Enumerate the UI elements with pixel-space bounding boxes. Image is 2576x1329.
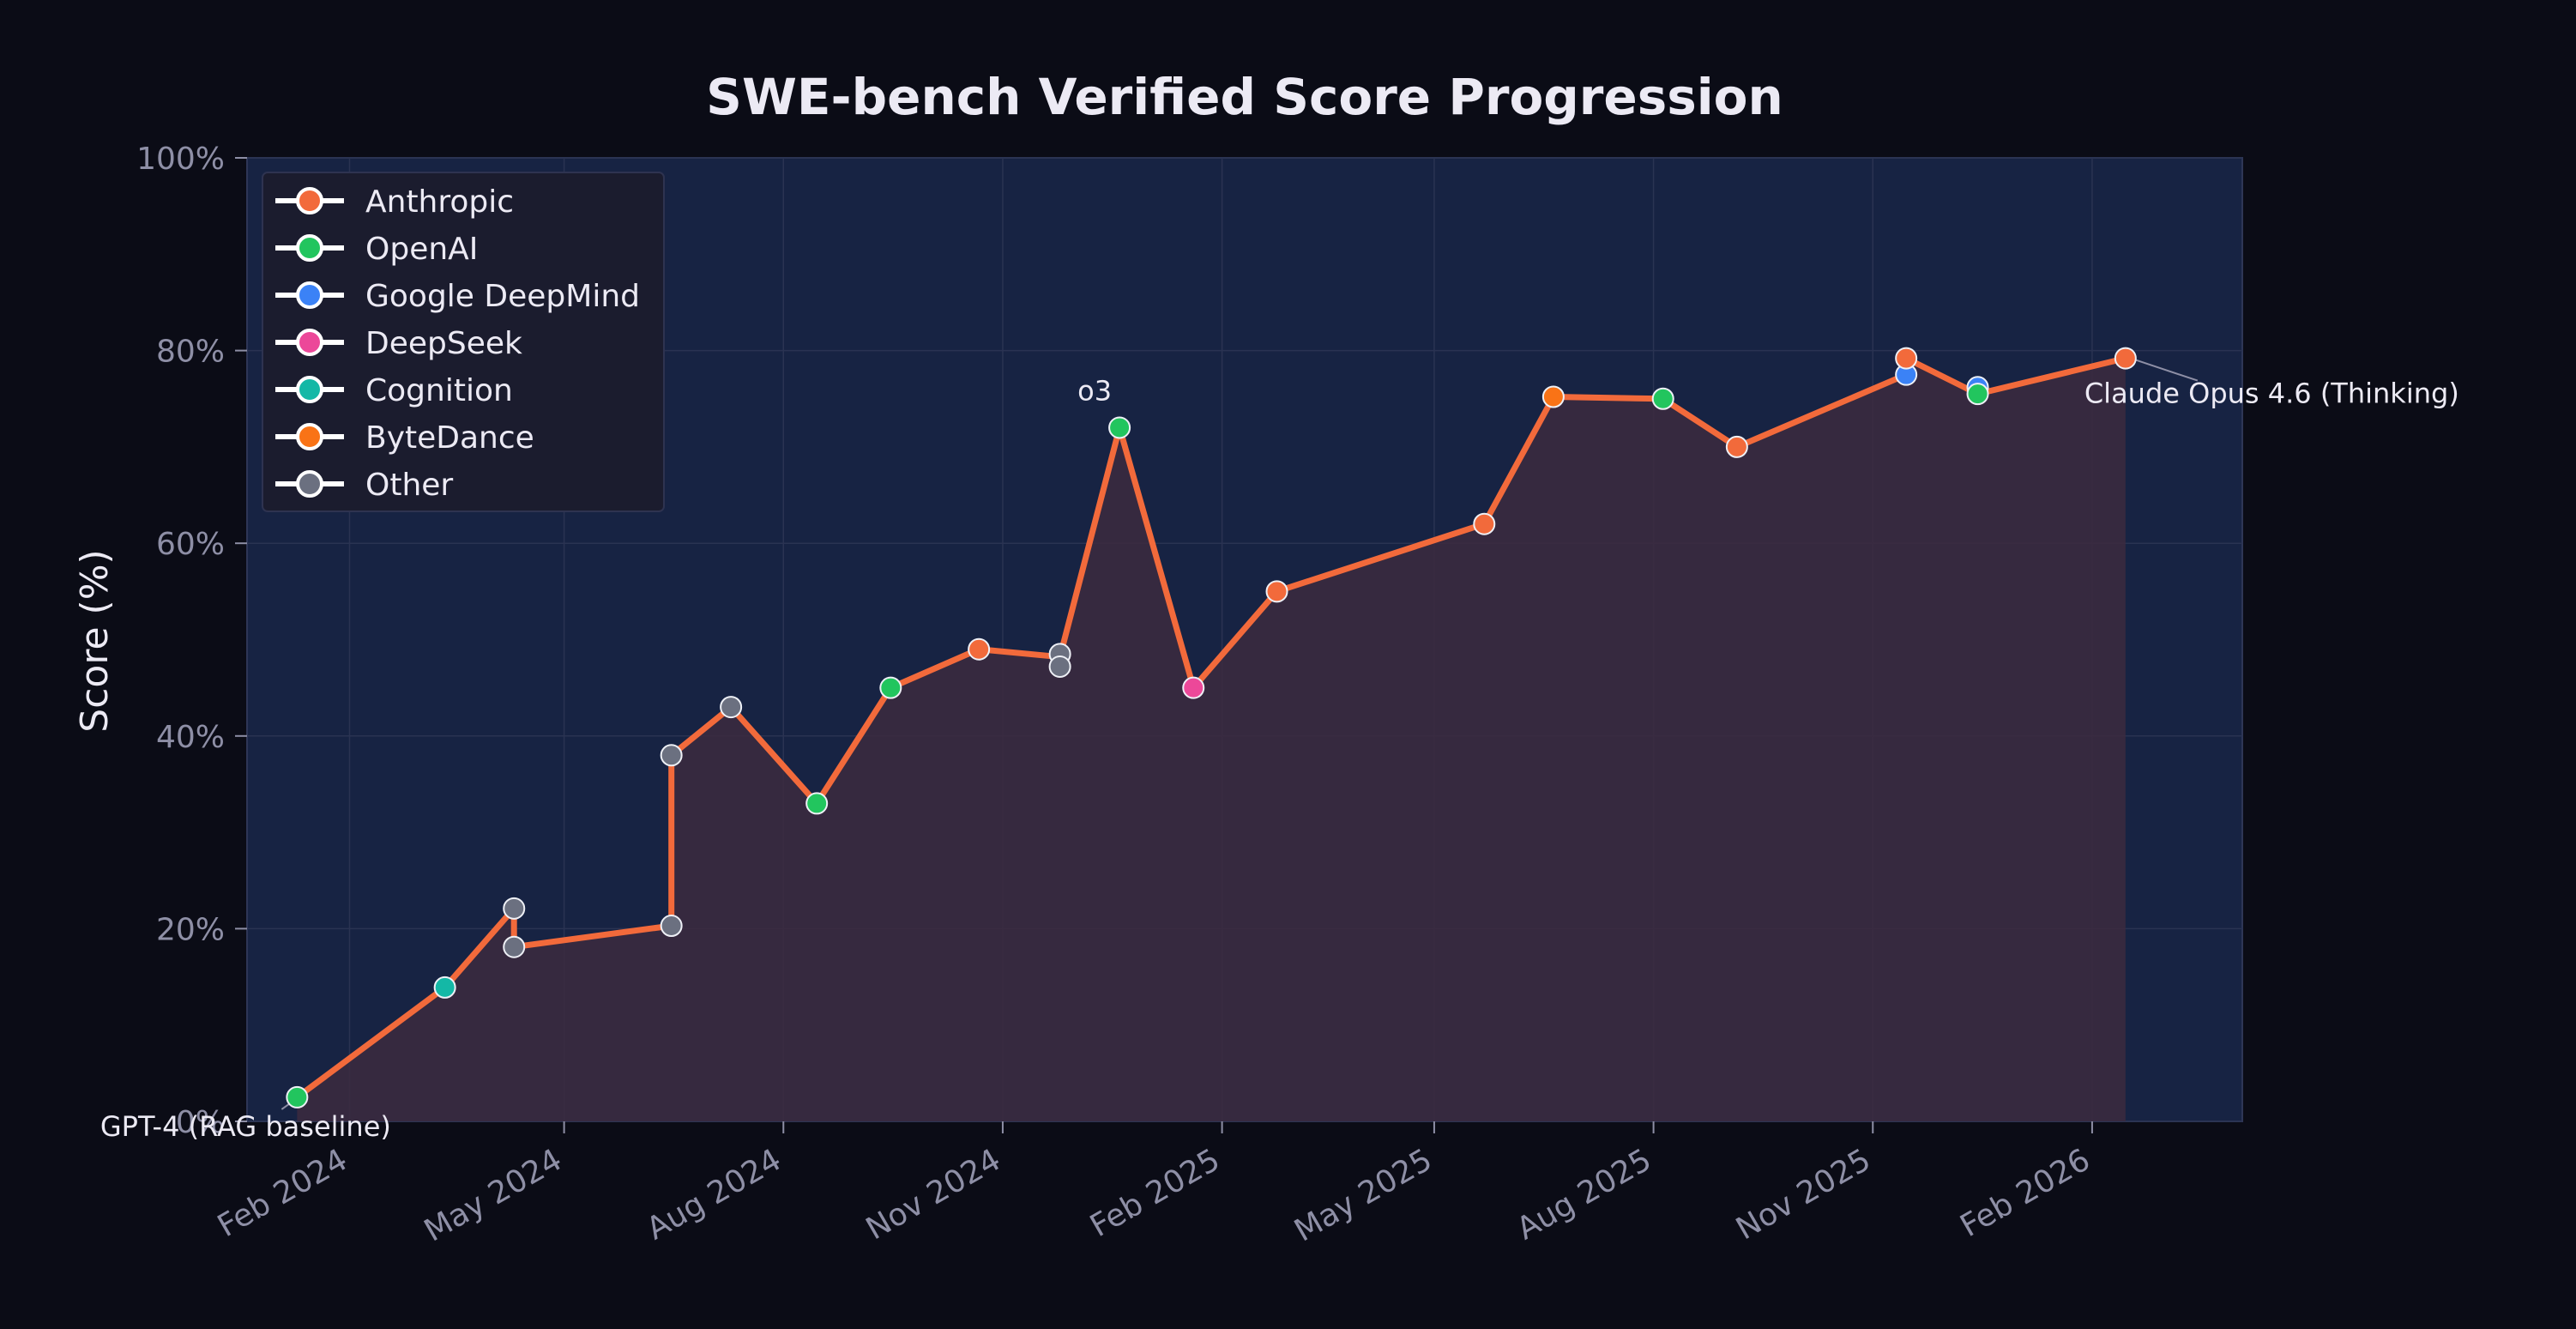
legend: Anthropic OpenAI Google DeepMind DeepSeek Co… [262,172,665,512]
data-point [805,792,829,815]
data-point [1048,655,1071,678]
data-point [2114,347,2137,370]
annotation-o3: o3 [1077,374,1112,407]
annotation-claude-opus: Claude Opus 4.6 (Thinking) [2084,378,2459,410]
data-point [1265,580,1288,603]
legend-label: Anthropic [365,184,514,220]
legend-marker [296,423,323,450]
y-tick-label: 40% [156,720,225,755]
annotation-leader [2135,359,2199,382]
y-axis-label: Score (%) [73,549,117,732]
data-point [1473,512,1496,535]
y-tick-label: 80% [156,335,225,370]
annotation-gpt4-baseline: GPT-4 (RAG baseline) [100,1110,391,1143]
frontier-line [295,355,2127,1100]
data-point [503,935,526,958]
data-point [1541,385,1565,408]
legend-marker [296,281,323,309]
legend-marker [296,187,323,214]
data-point [433,976,456,999]
data-points [286,347,2137,1109]
y-tick-label: 0% [176,1105,225,1140]
data-point [1725,435,1748,458]
data-point [1895,347,1918,370]
data-point [968,637,991,661]
frontier-area-fill [297,358,2126,1122]
data-point [660,744,683,767]
legend-label: Google DeepMind [365,279,640,314]
data-point [503,897,526,920]
legend-marker [296,329,323,356]
data-point [1651,387,1674,410]
data-point [660,915,683,938]
legend-label: OpenAI [365,232,478,267]
y-tick-label: 60% [156,527,225,562]
chart-title: SWE-bench Verified Score Progression [706,68,1783,126]
legend-label: DeepSeek [365,326,522,361]
data-point [1966,383,1989,406]
data-point [286,1085,309,1109]
legend-label: Cognition [365,373,513,408]
data-point [720,696,743,719]
legend-label: Other [365,468,453,503]
legend-marker [296,376,323,403]
annotations: GPT-4 (RAG baseline) o3 Claude Opus 4.6 (T… [100,374,2459,1142]
legend-label: ByteDance [365,420,534,456]
legend-marker [296,470,323,498]
legend-marker [296,234,323,262]
y-axis-ticks: 0% 20% 40% 60% 80% 100% [136,142,247,1140]
y-tick-label: 20% [156,912,225,947]
data-point [1182,676,1205,699]
data-point [879,676,902,699]
y-tick-label: 100% [136,142,225,177]
data-point [1108,416,1131,439]
legend-box [262,172,665,512]
